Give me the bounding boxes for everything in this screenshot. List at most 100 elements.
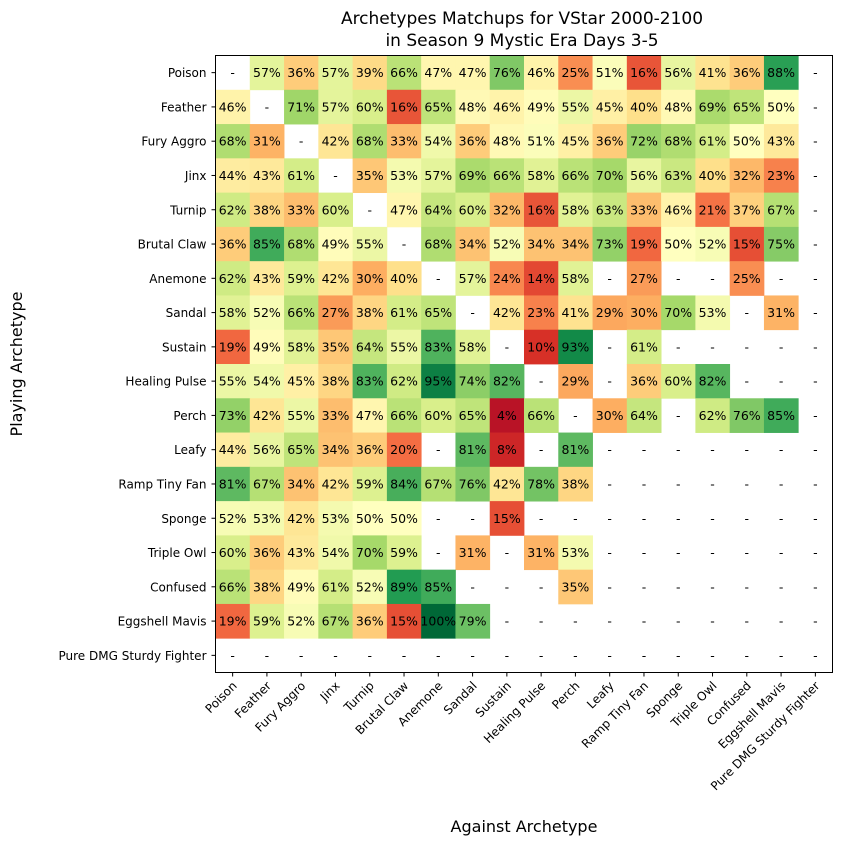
- y-tick-label: Turnip: [169, 203, 206, 217]
- heatmap-cell: [215, 329, 251, 365]
- cell-value-label: 21%: [699, 202, 727, 217]
- cell-value-label: -: [676, 271, 681, 286]
- heatmap-cell: [661, 192, 696, 228]
- cell-value-label: 66%: [562, 168, 590, 183]
- heatmap-cell: [489, 192, 525, 228]
- cell-value-label: 31%: [459, 545, 487, 560]
- heatmap-cell: [284, 329, 319, 365]
- cell-value-label: 53%: [562, 545, 590, 560]
- cell-value-label: 60%: [322, 202, 350, 217]
- cell-value-label: 31%: [767, 305, 795, 320]
- heatmap-cell: [249, 603, 285, 639]
- cell-value-label: -: [676, 648, 681, 663]
- heatmap-cell: [558, 226, 593, 262]
- cell-value-label: 38%: [356, 305, 384, 320]
- heatmap-cell: [215, 466, 251, 502]
- heatmap-cell: [352, 226, 388, 262]
- heatmap-cell: [249, 124, 285, 159]
- cell-value-label: -: [642, 648, 647, 663]
- heatmap-cell: [318, 261, 354, 296]
- heatmap-cell: [695, 295, 731, 331]
- heatmap-cell: [386, 295, 422, 331]
- heatmap-cell: [318, 569, 354, 605]
- cell-value-label: 65%: [459, 408, 487, 423]
- cell-value-label: 19%: [219, 614, 247, 629]
- cell-value-label: 57%: [459, 271, 487, 286]
- heatmap-cell: [729, 226, 765, 262]
- cell-value-label: 8%: [497, 442, 517, 457]
- cell-value-label: -: [813, 511, 818, 526]
- heatmap-cell: [249, 192, 285, 228]
- cell-value-label: 36%: [287, 65, 315, 80]
- heatmap-cell: [455, 261, 491, 296]
- cell-value-label: -: [779, 579, 784, 594]
- heatmap-cell: [558, 466, 593, 502]
- cell-value-label: 34%: [562, 237, 590, 252]
- cell-value-label: -: [676, 339, 681, 354]
- cell-value-label: 40%: [390, 271, 418, 286]
- cell-value-label: 61%: [287, 168, 315, 183]
- cell-value-label: -: [676, 579, 681, 594]
- cell-value-label: 30%: [630, 305, 658, 320]
- y-axis-ticks: Poison Feather Fury Aggro Jinx Turnip Brutal …: [59, 66, 216, 663]
- heatmap-cell: [626, 89, 662, 125]
- cell-value-label: -: [813, 65, 818, 80]
- heatmap-cell: [318, 55, 354, 91]
- cell-value-label: -: [505, 579, 510, 594]
- heatmap-cell: [524, 329, 559, 365]
- heatmap-cell: [695, 398, 731, 433]
- cell-value-label: 35%: [562, 579, 590, 594]
- cell-value-label: 60%: [356, 99, 384, 114]
- y-tick-label: Jinx: [184, 169, 207, 183]
- cell-value-label: -: [367, 648, 372, 663]
- cell-value-label: 40%: [630, 99, 658, 114]
- cell-value-label: 76%: [493, 65, 521, 80]
- cell-value-label: 62%: [390, 374, 418, 389]
- cell-value-label: -: [813, 614, 818, 629]
- heatmap-cell: [455, 329, 491, 365]
- cell-value-label: 29%: [562, 374, 590, 389]
- cell-value-label: 36%: [356, 614, 384, 629]
- cell-value-label: 49%: [287, 579, 315, 594]
- x-tick-label: Leafy: [584, 679, 617, 712]
- cell-value-label: -: [813, 545, 818, 560]
- heatmap-cell: [592, 192, 628, 228]
- cell-value-label: -: [573, 511, 578, 526]
- heatmap-cell: [386, 329, 422, 365]
- cell-value-label: -: [745, 374, 750, 389]
- heatmap-cell: [661, 364, 696, 399]
- plot-frame: [215, 55, 833, 673]
- cell-value-label: -: [813, 579, 818, 594]
- heatmap-cell: [421, 398, 456, 433]
- heatmap-cell: [524, 158, 559, 194]
- heatmap-cell: [763, 295, 799, 331]
- y-tick-label: Fury Aggro: [141, 135, 206, 149]
- cell-value-label: 43%: [287, 545, 315, 560]
- cell-value-label: 66%: [219, 579, 247, 594]
- heatmap-cell: [592, 124, 628, 159]
- cell-value-label: 68%: [287, 237, 315, 252]
- heatmap-cell: [695, 89, 731, 125]
- cell-value-label: 42%: [493, 305, 521, 320]
- heatmap-cell: [249, 158, 285, 194]
- cell-value-label: -: [745, 545, 750, 560]
- heatmap-cell: [352, 398, 388, 433]
- cell-value-label: -: [607, 545, 612, 560]
- cell-value-label: 67%: [322, 614, 350, 629]
- cell-value-label: 43%: [767, 134, 795, 149]
- cell-value-label: -: [505, 648, 510, 663]
- cell-value-label: -: [230, 648, 235, 663]
- heatmap-cell: [249, 501, 285, 536]
- cell-value-label: 33%: [390, 134, 418, 149]
- cell-value-label: -: [676, 408, 681, 423]
- cell-value-label: 56%: [664, 65, 692, 80]
- cell-value-label: 73%: [219, 408, 247, 423]
- cell-value-label: 54%: [322, 545, 350, 560]
- cell-value-label: 24%: [493, 271, 521, 286]
- heatmap-cell: [695, 158, 731, 194]
- heatmap-cell: [249, 398, 285, 433]
- cell-value-label: 58%: [527, 168, 555, 183]
- cell-value-label: 58%: [562, 202, 590, 217]
- heatmap-cell: [318, 501, 354, 536]
- cell-value-label: -: [813, 339, 818, 354]
